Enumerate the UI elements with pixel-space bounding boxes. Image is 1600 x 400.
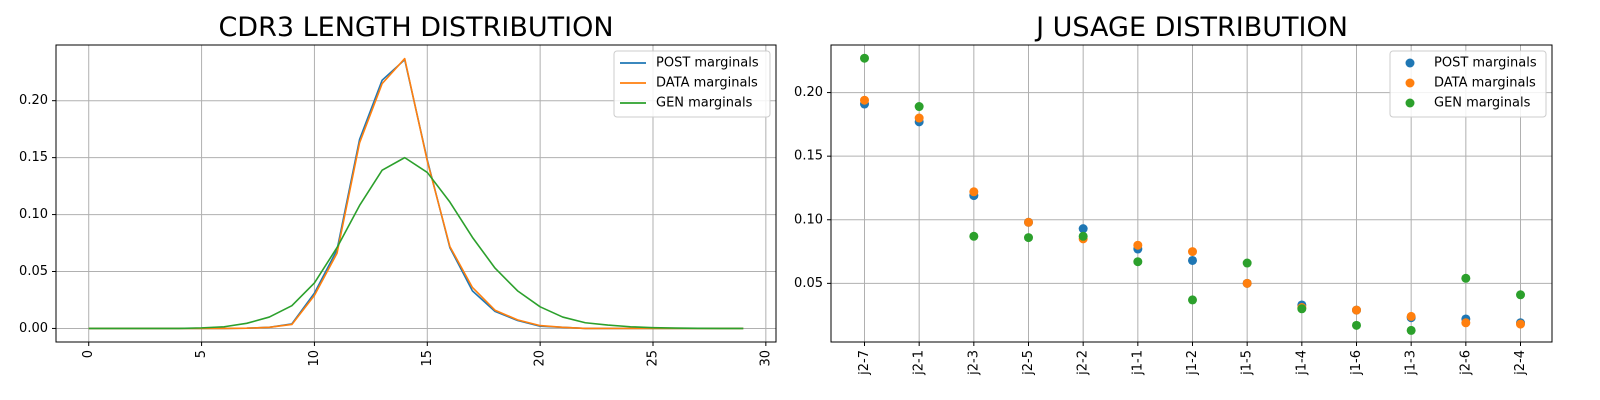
j-usage-x-tick-label: j2-7	[857, 350, 872, 376]
j-usage-point-post	[1188, 255, 1197, 265]
j-usage-point-gen	[1461, 273, 1471, 283]
j-usage-x-tick-label: j1-1	[1130, 350, 1145, 376]
cdr3-x-tick-label: 20	[533, 350, 548, 367]
j-usage-point-gen	[1188, 295, 1197, 305]
cdr3-x-tick-label: 5	[194, 350, 209, 358]
j-usage-point-data	[1242, 278, 1252, 288]
cdr3-x-tick-label: 0	[81, 350, 96, 358]
j-usage-y-tick-label: 0.20	[794, 85, 823, 100]
j-usage-x-tick-label: j1-3	[1404, 350, 1419, 376]
j-usage-x-tick-label: j2-6	[1458, 350, 1473, 376]
cdr3-series-line-gen	[88, 156, 744, 330]
cdr3-chart-title: CDR3 LENGTH DISTRIBUTION	[218, 12, 613, 43]
j-usage-point-gen	[1516, 290, 1525, 300]
j-usage-y-tick-label: 0.10	[794, 212, 823, 227]
j-usage-legend-label-data: DATA marginals	[1434, 76, 1536, 91]
j-usage-point-data	[1352, 305, 1361, 315]
j-usage-point-gen	[969, 231, 979, 241]
j-usage-y-axis: 0.05 0.10 0.15 0.20	[794, 85, 831, 291]
j-usage-point-data	[1133, 240, 1143, 250]
j-usage-legend-box	[1389, 50, 1547, 118]
cdr3-x-tick-label: 10	[307, 350, 322, 367]
j-usage-point-gen	[1078, 231, 1088, 241]
j-usage-point-gen	[860, 53, 869, 63]
cdr3-y-tick-label: 0.05	[19, 264, 48, 279]
j-usage-point-gen	[1133, 257, 1143, 267]
cdr3-legend-box	[613, 50, 771, 118]
j-usage-point-gen	[1242, 258, 1252, 268]
j-usage-point-gen	[914, 102, 924, 112]
cdr3-y-tick-label: 0.20	[19, 93, 48, 108]
j-usage-x-tick-label: j1-4	[1294, 350, 1309, 376]
j-usage-chart: J USAGE DISTRIBUTION j2-7 j2-1 j2-3 j2-5 j2-…	[794, 12, 1553, 376]
j-usage-y-tick-label: 0.05	[794, 276, 823, 291]
cdr3-x-axis: 0 5 10 15 20 25 30	[81, 342, 773, 367]
j-usage-legend: POST marginals DATA marginals GEN marginal…	[1389, 50, 1547, 118]
j-usage-y-tick-label: 0.15	[794, 149, 823, 164]
cdr3-plot-frame	[55, 44, 777, 343]
j-usage-point-data	[914, 113, 924, 123]
j-usage-grid	[831, 45, 1552, 342]
j-usage-point-post	[1078, 224, 1088, 234]
cdr3-x-tick-label: 30	[758, 350, 773, 367]
cdr3-x-tick-label: 15	[420, 350, 435, 367]
j-usage-point-gen	[1024, 233, 1033, 243]
j-usage-point-data	[1024, 217, 1033, 227]
j-usage-point-gen	[1352, 320, 1361, 330]
j-usage-x-tick-label: j1-2	[1185, 350, 1200, 376]
j-usage-point-data	[1516, 319, 1525, 329]
j-usage-point-gen	[1406, 325, 1416, 335]
cdr3-legend: POST marginals DATA marginals GEN marginal…	[613, 50, 771, 118]
j-usage-legend-swatch-data	[1405, 78, 1415, 88]
j-usage-legend-swatch-gen	[1405, 98, 1415, 108]
j-usage-legend-label-post: POST marginals	[1434, 56, 1537, 71]
j-usage-point-data	[1461, 318, 1471, 328]
cdr3-y-tick-label: 0.15	[19, 150, 48, 165]
cdr3-x-tick-label: 25	[645, 350, 660, 367]
j-usage-x-tick-label: j1-6	[1349, 350, 1364, 376]
cdr3-length-chart: CDR3 LENGTH DISTRIBUTION 0 5 10 15 20 25 30 0.…	[19, 12, 777, 367]
cdr3-y-tick-label: 0.00	[19, 321, 48, 336]
j-usage-point-data	[969, 187, 979, 197]
cdr3-legend-label-data: DATA marginals	[656, 76, 758, 91]
j-usage-x-axis: j2-7 j2-1 j2-3 j2-5 j2-2 j1-1 j1-2 j1-5 j1-4 j1-6…	[857, 342, 1528, 376]
j-usage-x-tick-label: j2-5	[1021, 350, 1036, 376]
j-usage-point-data	[1188, 247, 1197, 257]
cdr3-legend-label-post: POST marginals	[656, 56, 759, 71]
j-usage-point-data	[1406, 311, 1416, 321]
j-usage-legend-label-gen: GEN marginals	[1434, 96, 1531, 111]
j-usage-point-data	[860, 95, 869, 105]
cdr3-y-axis: 0.00 0.05 0.10 0.15 0.20	[19, 93, 56, 336]
j-usage-x-tick-label: j2-2	[1076, 350, 1091, 376]
j-usage-plot-frame	[830, 44, 1553, 343]
j-usage-x-tick-label: j2-4	[1513, 350, 1528, 376]
j-usage-x-tick-label: j1-5	[1240, 350, 1255, 376]
j-usage-chart-title: J USAGE DISTRIBUTION	[1034, 12, 1348, 43]
j-usage-x-tick-label: j2-1	[912, 350, 927, 376]
j-usage-point-gen	[1297, 304, 1307, 314]
j-usage-series-layer	[860, 53, 1525, 335]
cdr3-y-tick-label: 0.10	[19, 207, 48, 222]
cdr3-legend-label-gen: GEN marginals	[656, 96, 753, 111]
j-usage-x-tick-label: j2-3	[966, 350, 981, 376]
cdr3-series-layer	[88, 57, 744, 330]
j-usage-legend-swatch-post	[1405, 58, 1415, 68]
